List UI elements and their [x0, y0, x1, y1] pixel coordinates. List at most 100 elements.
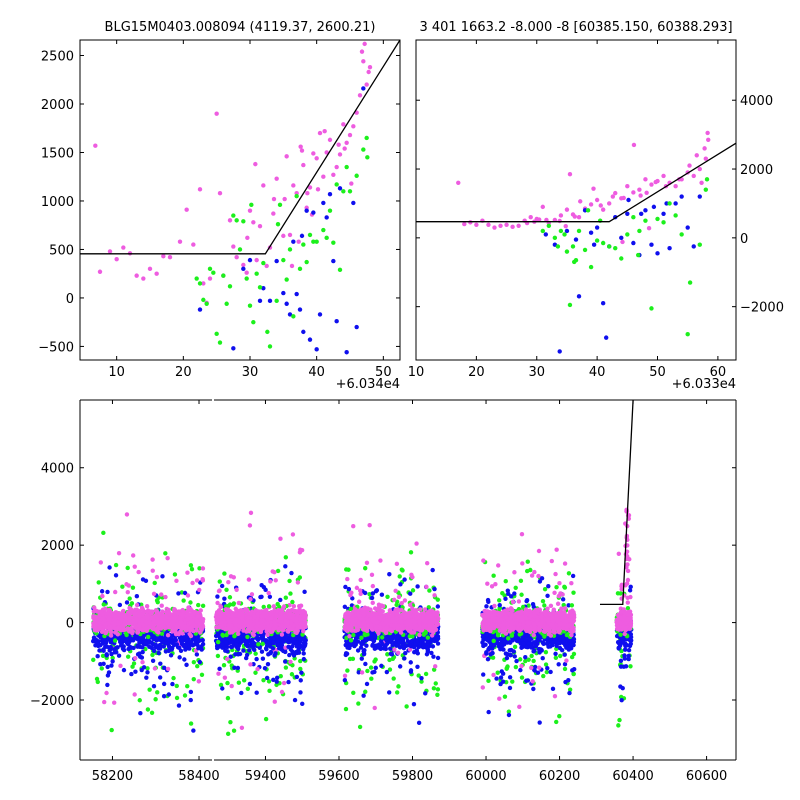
- top-right-point: [635, 252, 641, 258]
- bottom-point: [115, 632, 120, 637]
- top-left-point: [351, 200, 356, 206]
- bottom-point: [283, 555, 289, 560]
- bottom-point: [260, 641, 265, 647]
- top-right-point: [594, 238, 600, 243]
- top-right-point: [588, 202, 594, 207]
- bottom-point: [427, 588, 432, 593]
- bottom-point: [297, 624, 303, 629]
- bottom-point: [161, 681, 167, 687]
- bottom-point: [191, 622, 196, 628]
- bottom-point: [344, 651, 350, 656]
- bottom-point: [424, 584, 429, 589]
- bottom-point: [116, 621, 121, 626]
- top-left-x-tick-label: 40: [308, 365, 325, 380]
- top-left-point: [334, 164, 339, 170]
- bottom-point: [295, 580, 301, 585]
- bottom-point: [290, 532, 296, 537]
- bottom-point: [391, 676, 396, 681]
- bottom-point: [123, 627, 128, 632]
- top-right-point: [653, 179, 658, 185]
- top-left-point: [301, 242, 306, 247]
- top-left-point: [134, 273, 139, 278]
- top-right-point: [576, 215, 582, 220]
- bottom-point: [291, 603, 297, 609]
- bottom-point: [265, 621, 270, 626]
- bottom-point: [113, 573, 119, 578]
- bottom-point: [408, 660, 413, 665]
- top-right-point: [564, 228, 570, 234]
- bottom-point: [300, 632, 305, 637]
- bottom-point: [94, 676, 100, 682]
- bottom-point: [389, 636, 394, 641]
- bottom-point: [254, 690, 259, 695]
- top-right-point: [462, 221, 467, 227]
- bottom-point: [283, 564, 288, 569]
- top-right-point: [564, 207, 570, 212]
- top-left-point: [317, 312, 323, 317]
- bottom-point: [248, 619, 254, 624]
- bottom-point: [364, 681, 370, 687]
- bottom-point: [415, 638, 420, 644]
- top-left-point: [317, 130, 323, 136]
- top-left-point: [201, 281, 206, 286]
- bottom-point: [235, 665, 241, 671]
- bottom-point: [421, 644, 426, 649]
- top-left-point: [299, 233, 305, 239]
- bottom-point: [98, 661, 103, 667]
- bottom-point: [125, 589, 130, 595]
- bottom-point: [93, 637, 98, 642]
- bottom-point: [173, 642, 178, 647]
- bottom-point: [245, 634, 250, 640]
- bottom-point: [187, 631, 193, 637]
- bottom-point: [145, 707, 151, 712]
- top-left-point: [237, 247, 243, 252]
- bottom-point: [302, 589, 307, 595]
- bottom-point: [271, 677, 276, 683]
- bottom-point: [128, 636, 133, 641]
- top-left-point: [337, 152, 343, 157]
- bottom-point: [259, 594, 264, 600]
- top-left-point: [331, 240, 336, 245]
- bottom-point: [107, 565, 112, 570]
- bottom-point: [435, 655, 441, 661]
- bottom-point: [220, 642, 225, 647]
- bottom-point: [346, 567, 351, 572]
- top-right-point: [661, 173, 666, 179]
- bottom-point: [109, 663, 114, 668]
- top-right-point: [588, 264, 594, 270]
- bottom-point: [121, 647, 127, 653]
- top-right-point: [685, 331, 690, 337]
- bottom-point: [149, 615, 154, 621]
- top-left-point: [167, 255, 173, 260]
- bottom-point: [252, 647, 257, 653]
- bottom-point: [131, 661, 137, 666]
- bottom-point: [215, 600, 220, 606]
- bottom-point: [287, 578, 292, 584]
- bottom-point: [117, 637, 123, 642]
- top-right-point: [591, 242, 597, 247]
- top-left-point: [314, 239, 319, 244]
- bottom-point: [161, 694, 167, 699]
- bottom-point: [225, 731, 231, 737]
- top-left-point: [261, 286, 266, 291]
- top-left-point: [241, 219, 246, 224]
- bottom-point: [414, 541, 419, 546]
- top-right-x-tick-label: 40: [589, 365, 606, 380]
- bottom-point: [215, 639, 221, 645]
- top-right-point: [567, 171, 573, 177]
- bottom-point: [217, 579, 222, 584]
- bottom-point: [105, 589, 110, 595]
- bottom-point: [185, 684, 190, 689]
- bottom-point: [185, 570, 190, 575]
- bottom-point: [277, 616, 282, 622]
- top-left-point: [251, 319, 256, 325]
- top-left-point: [161, 254, 166, 259]
- bottom-point: [387, 657, 392, 663]
- bottom-point: [279, 611, 284, 616]
- bottom-point: [188, 721, 194, 726]
- top-left-y-tick-label: 500: [49, 243, 74, 258]
- bottom-point: [163, 594, 168, 600]
- bottom-point: [259, 624, 264, 630]
- top-left-point: [347, 132, 353, 138]
- top-left-point: [337, 186, 343, 191]
